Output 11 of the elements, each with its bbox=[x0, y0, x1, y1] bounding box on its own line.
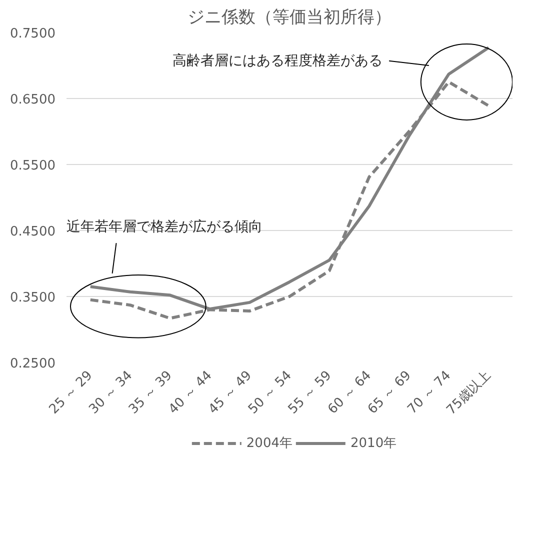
legend-label: 2004年 bbox=[246, 435, 292, 452]
chart-title: ジニ係数（等価当初所得） bbox=[188, 8, 392, 28]
legend-label: 2010年 bbox=[350, 435, 397, 452]
y-tick-label: 0.4500 bbox=[10, 224, 56, 240]
y-tick-label: 0.6500 bbox=[10, 92, 56, 108]
annotation: 近年若年層で格差が広がる傾向 bbox=[66, 219, 262, 236]
y-tick-label: 0.2500 bbox=[10, 356, 56, 372]
y-tick-label: 0.5500 bbox=[10, 158, 56, 174]
y-tick-label: 0.7500 bbox=[10, 26, 56, 42]
annotation: 高齢者層にはある程度格差がある bbox=[172, 52, 383, 69]
y-tick-label: 0.3500 bbox=[10, 290, 56, 306]
